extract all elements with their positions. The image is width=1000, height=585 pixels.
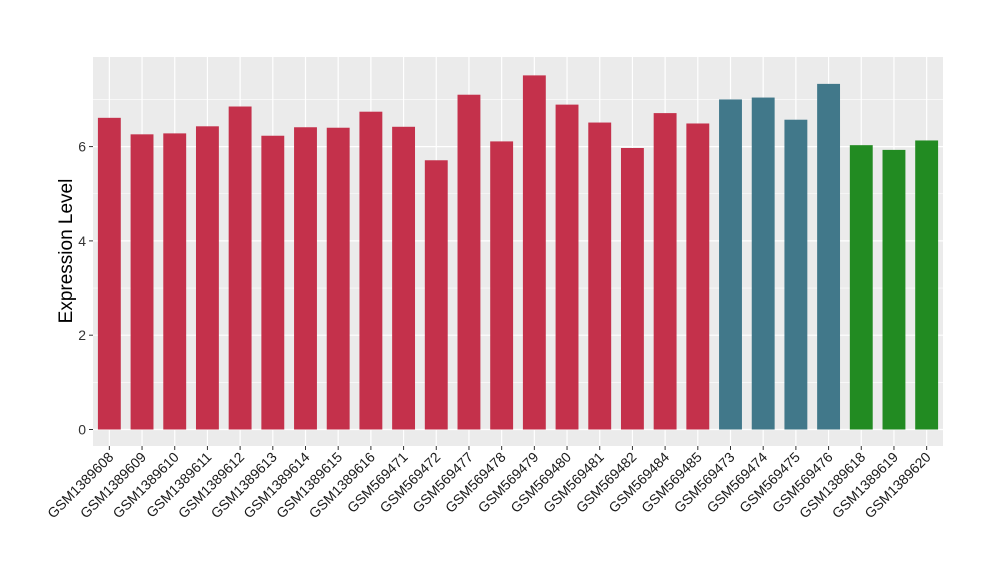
bar-GSM1389611 [195,126,219,430]
bar-GSM1389610 [163,133,187,430]
bar-GSM569477 [457,94,481,430]
y-tick-label: 0 [78,421,86,437]
bar-GSM569472 [424,160,448,430]
plot-panel [93,57,943,446]
bar-GSM569473 [719,99,742,430]
bar-GSM1389608 [97,117,121,430]
bar-GSM1389612 [228,106,252,430]
bar-GSM569475 [784,119,808,430]
y-axis-label: Expression Level [56,179,77,324]
bar-GSM1389609 [130,134,154,430]
bar-GSM569478 [490,141,514,430]
bar-GSM1389616 [359,111,383,430]
bar-GSM569476 [817,83,841,430]
bar-GSM569474 [751,97,775,430]
bar-GSM1389615 [326,127,350,430]
bar-GSM1389618 [849,145,873,430]
bar-GSM569484 [653,113,677,430]
bar-GSM1389614 [294,127,317,430]
bar-GSM569479 [522,75,546,430]
y-tick-label: 2 [78,327,86,343]
y-tick-label: 6 [78,139,86,155]
bar-GSM1389619 [882,149,906,430]
bar-GSM569481 [588,122,612,430]
bar-GSM569471 [392,126,416,430]
bar-GSM1389620 [915,140,939,430]
bar-GSM1389613 [261,135,285,430]
y-tick-label: 4 [78,233,86,249]
bar-GSM569482 [620,148,644,430]
bar-GSM569480 [555,104,579,430]
bar-GSM569485 [686,123,710,430]
